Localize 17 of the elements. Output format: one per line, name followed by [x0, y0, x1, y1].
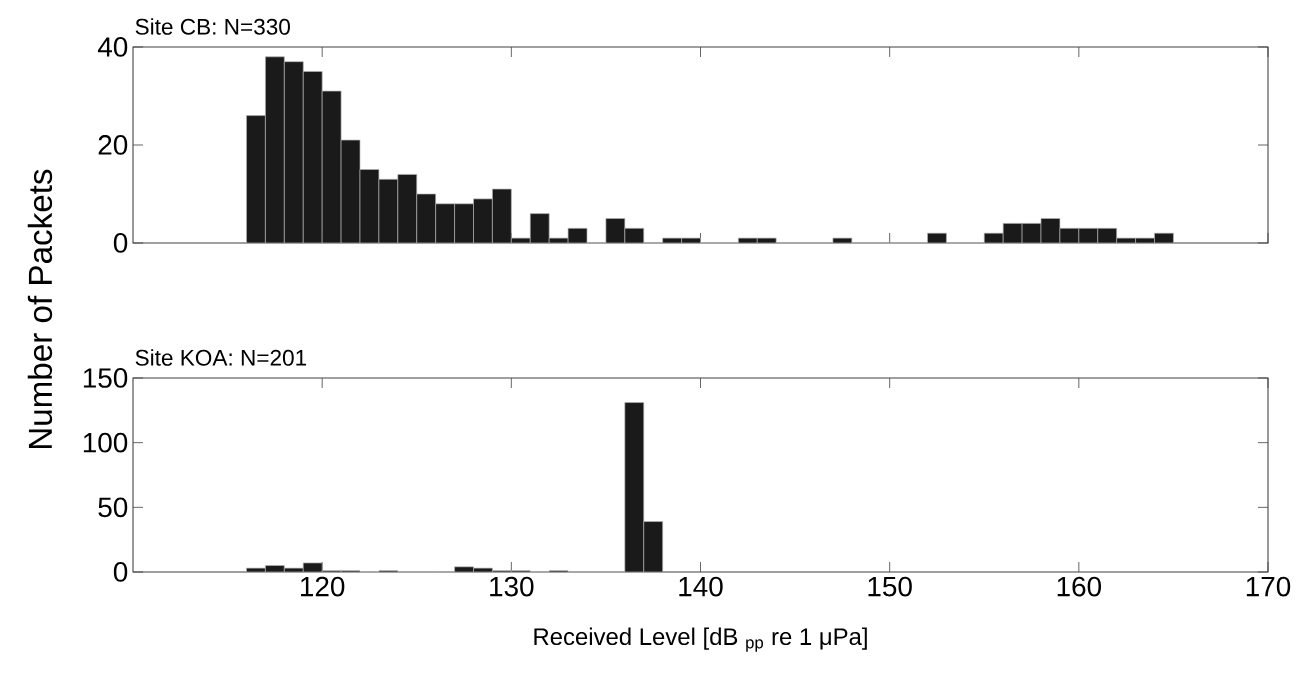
y-tick-label: 50: [98, 497, 128, 518]
chart-title: Site CB: N=330: [135, 18, 290, 35]
y-tick-label: 100: [83, 432, 128, 453]
y-tick-label: 20: [98, 135, 128, 155]
x-tick-label: 170: [1246, 576, 1291, 597]
y-tick-label: 150: [83, 368, 128, 388]
x-tick-label: 150: [868, 576, 912, 597]
x-tick-label: 120: [301, 576, 345, 597]
y-tick-label: 40: [97, 37, 128, 57]
y-tick-label: 0: [113, 562, 128, 582]
x-tick-label: 160: [1057, 576, 1101, 597]
y-axis-title: Number of Packets: [27, 169, 53, 449]
x-tick-label: 140: [679, 576, 723, 597]
x-axis-title: Received Level [dB $_{pp}$ re 1 μPa]: [534, 627, 867, 652]
chart-title: Site KOA: N=201: [135, 349, 307, 366]
x-tick-label: 130: [490, 576, 534, 597]
y-tick-label: 0: [113, 233, 128, 253]
